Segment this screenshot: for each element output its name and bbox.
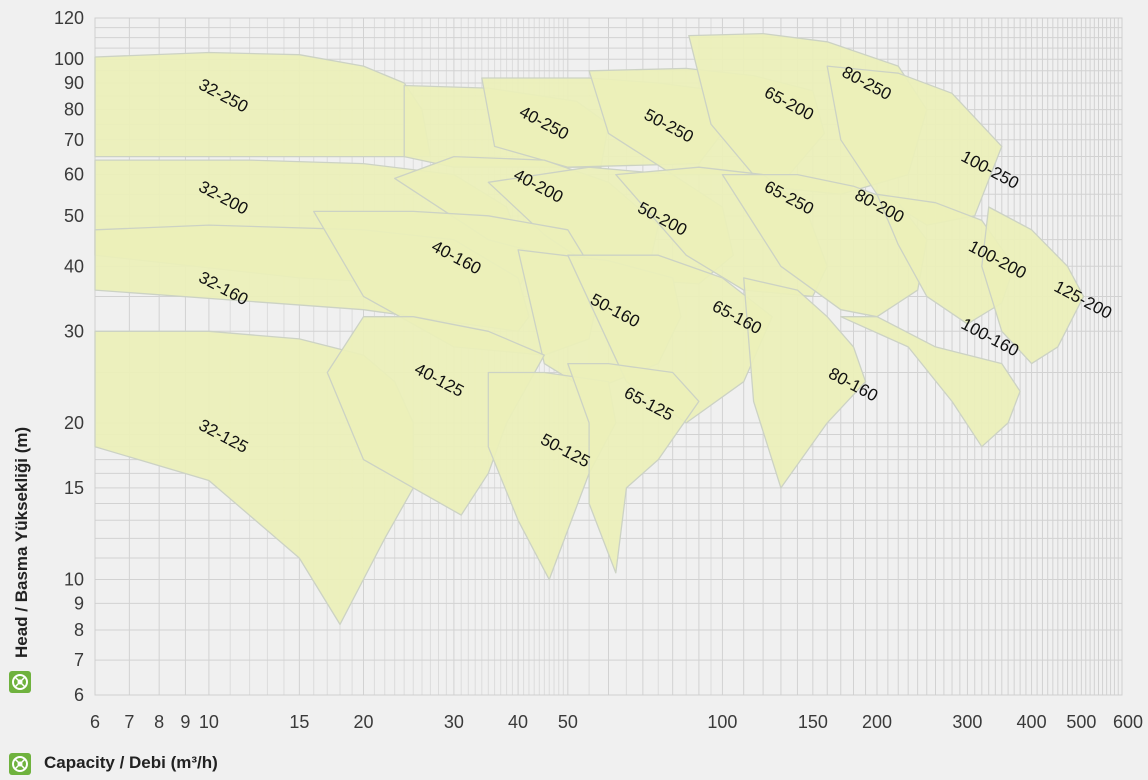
x-axis-logo — [9, 753, 31, 775]
x-tick-label: 9 — [180, 712, 190, 732]
y-tick-label: 80 — [64, 100, 84, 120]
pump-regions — [94, 32, 1085, 626]
region-65-125 — [567, 362, 700, 574]
y-axis-title: Head / Basma Yüksekliği (m) — [12, 427, 31, 658]
x-tick-label: 600 — [1113, 712, 1143, 732]
region-100-160 — [840, 316, 1021, 448]
y-axis-logo — [9, 671, 31, 693]
y-tick-label: 20 — [64, 413, 84, 433]
y-tick-label: 70 — [64, 130, 84, 150]
y-tick-label: 30 — [64, 321, 84, 341]
y-tick-label: 40 — [64, 256, 84, 276]
x-tick-label: 200 — [862, 712, 892, 732]
x-tick-label: 40 — [508, 712, 528, 732]
y-tick-label: 120 — [54, 8, 84, 28]
x-tick-label: 15 — [289, 712, 309, 732]
y-tick-label: 60 — [64, 165, 84, 185]
y-tick-label: 10 — [64, 570, 84, 590]
x-tick-label: 6 — [90, 712, 100, 732]
x-tick-labels: 6 7 8 9 10 15 20 30 40 50 100 150 200 300 400 500 600 — [90, 712, 1143, 732]
x-tick-label: 7 — [124, 712, 134, 732]
y-tick-label: 9 — [74, 593, 84, 613]
pump-logo-icon — [9, 671, 31, 693]
x-tick-label: 150 — [798, 712, 828, 732]
x-tick-label: 8 — [154, 712, 164, 732]
x-tick-label: 30 — [444, 712, 464, 732]
pump-logo-icon — [9, 753, 31, 775]
x-tick-label: 100 — [707, 712, 737, 732]
y-tick-labels: 6 7 8 9 10 15 20 30 40 50 60 70 80 90 100 120 — [54, 8, 84, 705]
y-tick-label: 7 — [74, 650, 84, 670]
region-100-250 — [826, 65, 1003, 226]
y-tick-label: 8 — [74, 620, 84, 640]
region-80-160 — [743, 277, 867, 489]
x-tick-label: 400 — [1017, 712, 1047, 732]
y-tick-label: 15 — [64, 478, 84, 498]
y-tick-label: 6 — [74, 685, 84, 705]
x-tick-label: 20 — [353, 712, 373, 732]
y-tick-label: 100 — [54, 49, 84, 69]
y-tick-label: 50 — [64, 206, 84, 226]
x-tick-label: 500 — [1066, 712, 1096, 732]
x-axis-title: Capacity / Debi (m³/h) — [44, 753, 218, 772]
region-125-200 — [981, 206, 1085, 365]
x-tick-label: 50 — [558, 712, 578, 732]
region-32-250 — [94, 51, 432, 158]
x-tick-label: 300 — [952, 712, 982, 732]
y-tick-label: 90 — [64, 73, 84, 93]
x-tick-label: 10 — [199, 712, 219, 732]
